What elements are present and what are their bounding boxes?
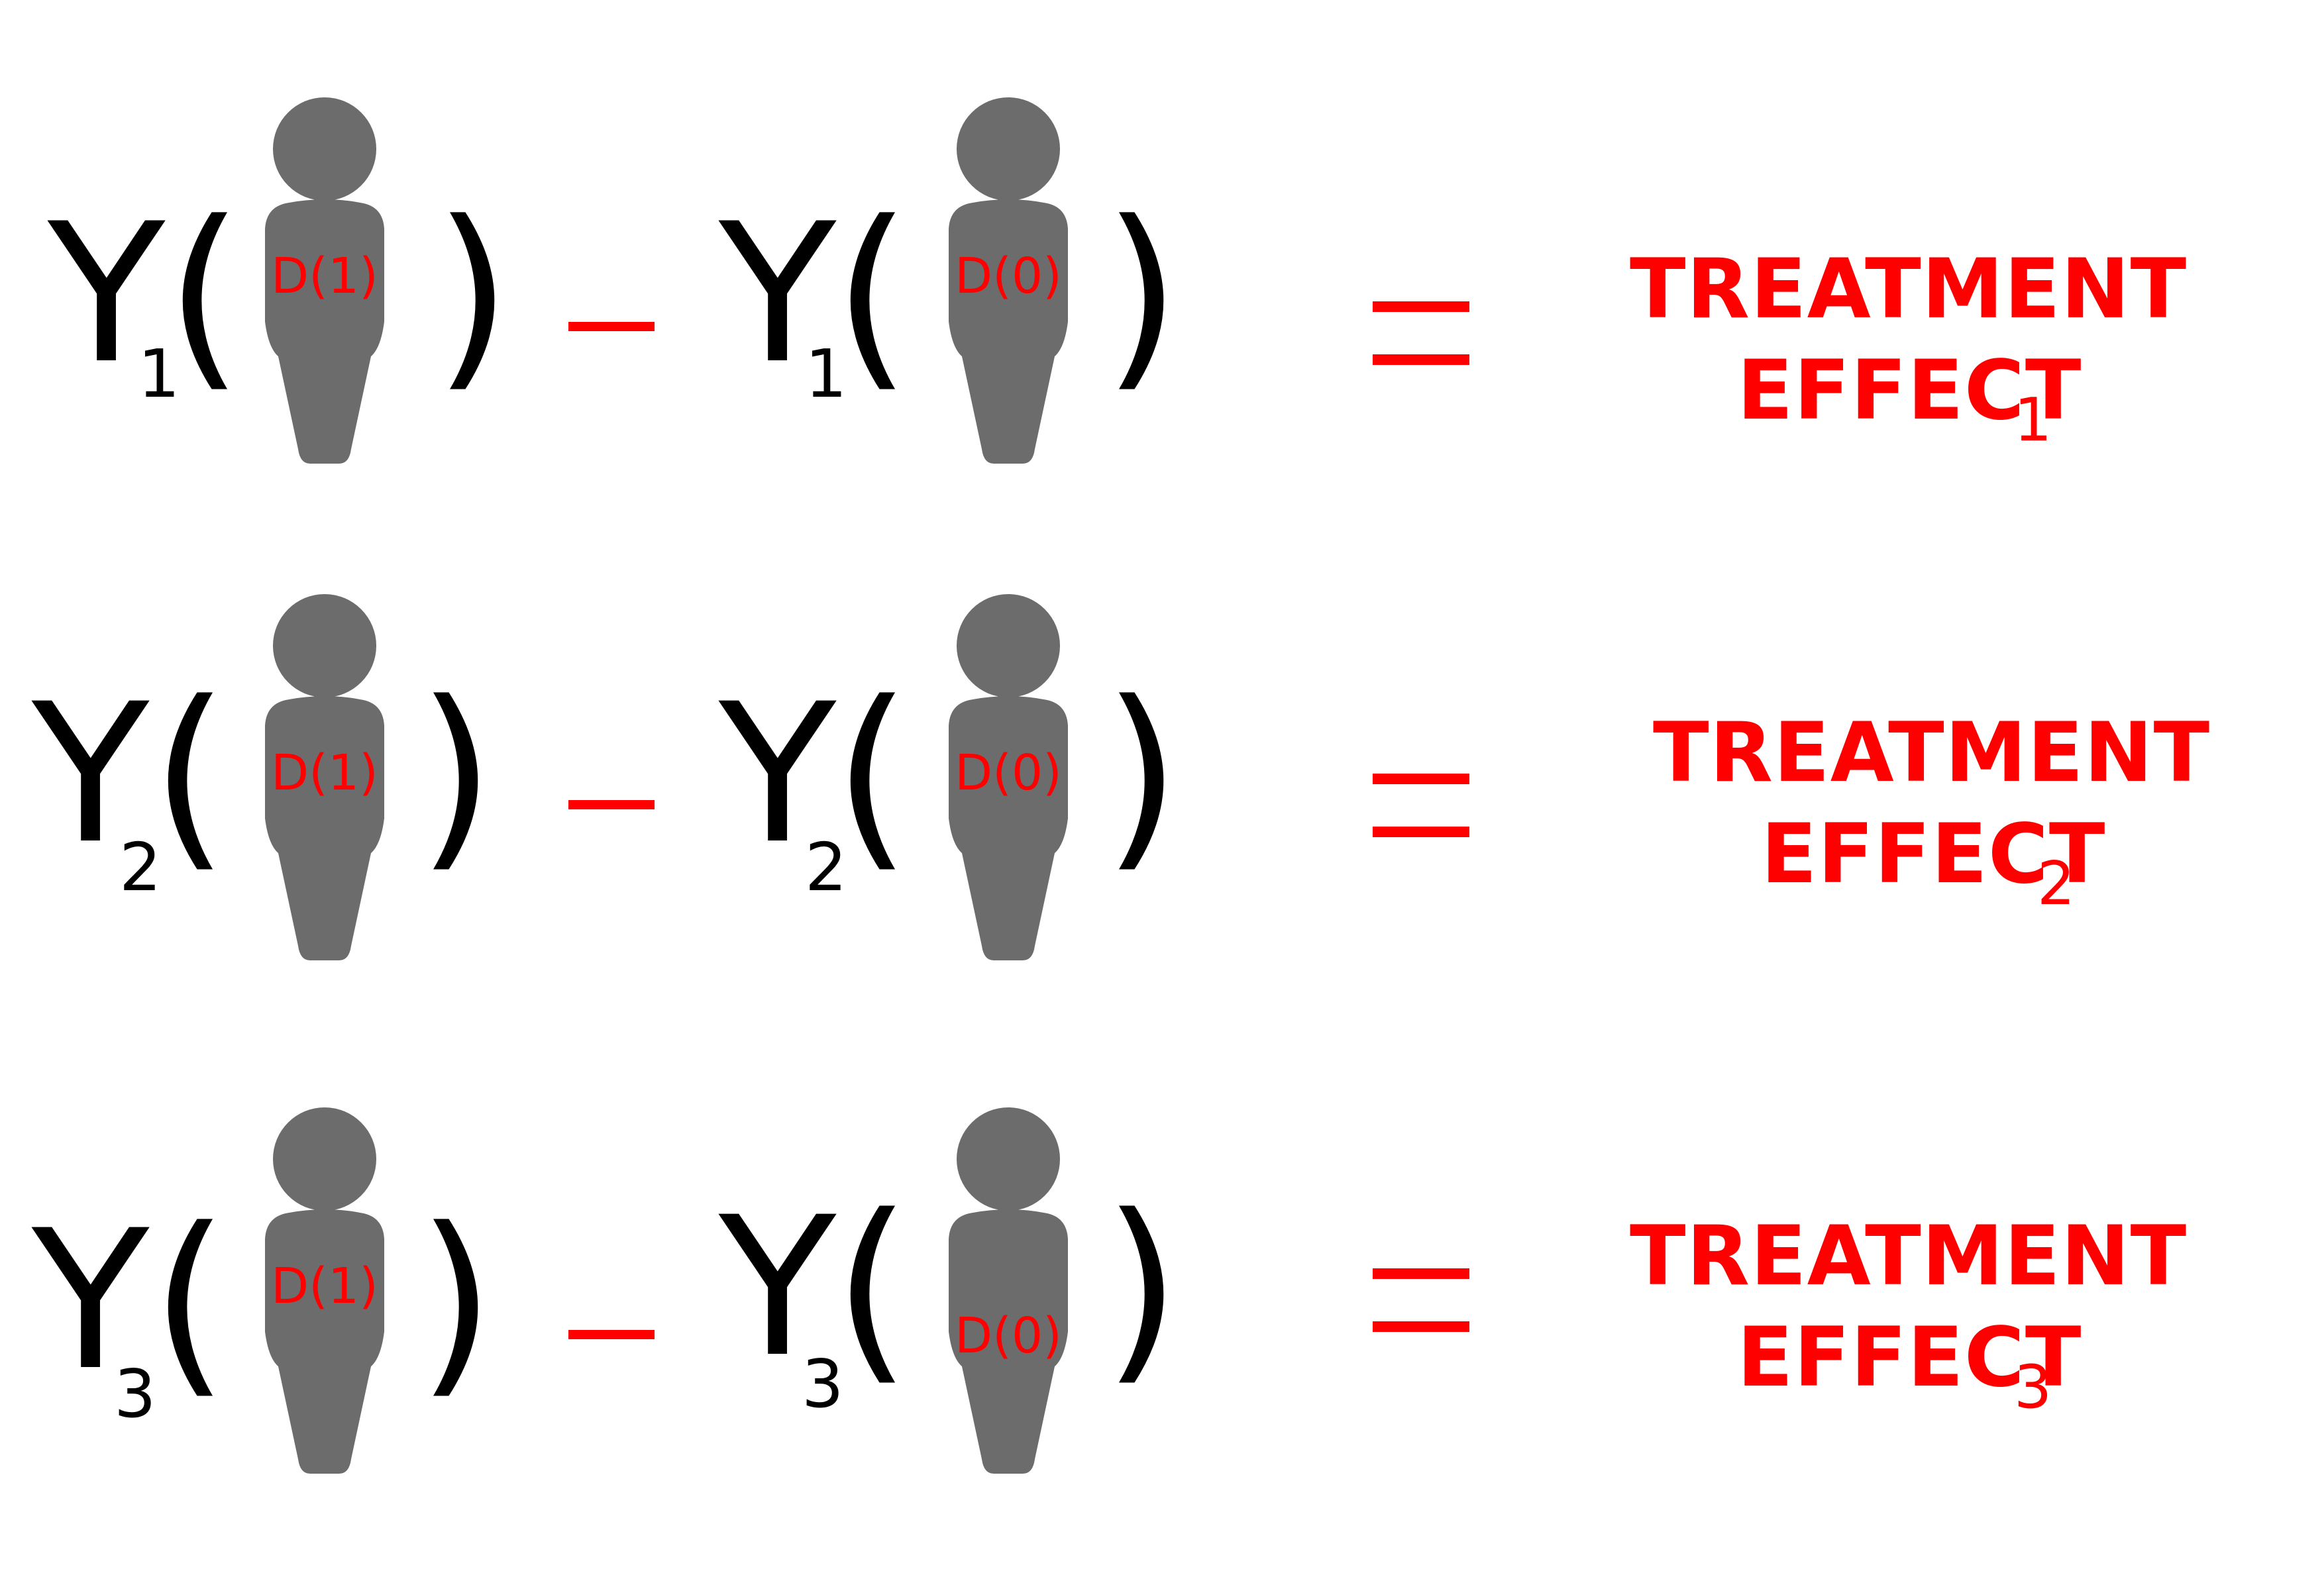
effect-label: EFFECT (1737, 343, 2082, 438)
unit-index: 3 (802, 1345, 844, 1423)
equation-row-2: Y 2 ( D(1) ) Y 2 ( D(0) ) TREATMENT EFFE… (0, 493, 2324, 957)
effect-index: 3 (2014, 1352, 2052, 1422)
outcome-symbol: Y (32, 663, 150, 886)
open-paren: ( (166, 179, 244, 410)
close-paren: ) (417, 1186, 496, 1417)
treatment-label: TREATMENT (1630, 242, 2188, 337)
equals-sign (1373, 774, 1469, 840)
open-paren: ( (833, 1172, 912, 1403)
close-paren: ) (1103, 1172, 1181, 1403)
equation-row-3: Y 3 ( D(1) ) Y 3 ( D(0) ) TREATMENT EFFE… (0, 1013, 2324, 1477)
effect-label: EFFECT (1761, 807, 2106, 902)
open-paren: ( (151, 659, 229, 890)
close-paren: ) (1103, 659, 1181, 890)
minus-sign (568, 322, 655, 331)
unit-index: 2 (119, 829, 162, 906)
person-icon: D(0) (935, 1103, 1081, 1487)
person-icon: D(0) (935, 93, 1081, 477)
effect-index: 2 (2037, 849, 2076, 919)
equals-sign (1373, 1268, 1469, 1335)
control-label: D(0) (955, 1307, 1062, 1364)
control-label: D(0) (955, 248, 1062, 305)
person-icon: D(1) (252, 93, 397, 477)
open-paren: ( (833, 659, 912, 890)
effect-label: EFFECT (1737, 1310, 2082, 1405)
effect-index: 1 (2014, 385, 2052, 455)
treated-label: D(1) (271, 1258, 378, 1315)
outcome-symbol: Y (48, 183, 166, 406)
unit-index: 3 (114, 1355, 156, 1433)
person-icon (935, 1103, 1081, 1487)
unit-index: 1 (805, 335, 847, 413)
close-paren: ) (417, 659, 496, 890)
close-paren: ) (434, 179, 512, 410)
unit-index: 1 (138, 335, 180, 413)
outcome-symbol: Y (719, 663, 837, 886)
outcome-symbol: Y (719, 1176, 837, 1399)
equation-row-1: Y 1 ( D(1) ) Y 1 ( D(0) ) TREATMENT EFFE… (0, 0, 2324, 464)
treated-label: D(1) (271, 744, 378, 801)
minus-sign (568, 800, 655, 809)
person-icon: D(1) (252, 589, 397, 974)
unit-index: 2 (805, 829, 847, 906)
minus-sign (568, 1330, 655, 1339)
open-paren: ( (151, 1186, 229, 1417)
close-paren: ) (1103, 179, 1181, 410)
outcome-symbol: Y (32, 1190, 150, 1413)
treatment-label: TREATMENT (1630, 1209, 2188, 1304)
equals-sign (1373, 301, 1469, 368)
open-paren: ( (833, 179, 912, 410)
person-icon: D(0) (935, 589, 1081, 974)
person-icon: D(1) (252, 1103, 397, 1487)
outcome-symbol: Y (719, 183, 837, 406)
control-label: D(0) (955, 744, 1062, 801)
treated-label: D(1) (271, 248, 378, 305)
treatment-label: TREATMENT (1653, 705, 2211, 801)
